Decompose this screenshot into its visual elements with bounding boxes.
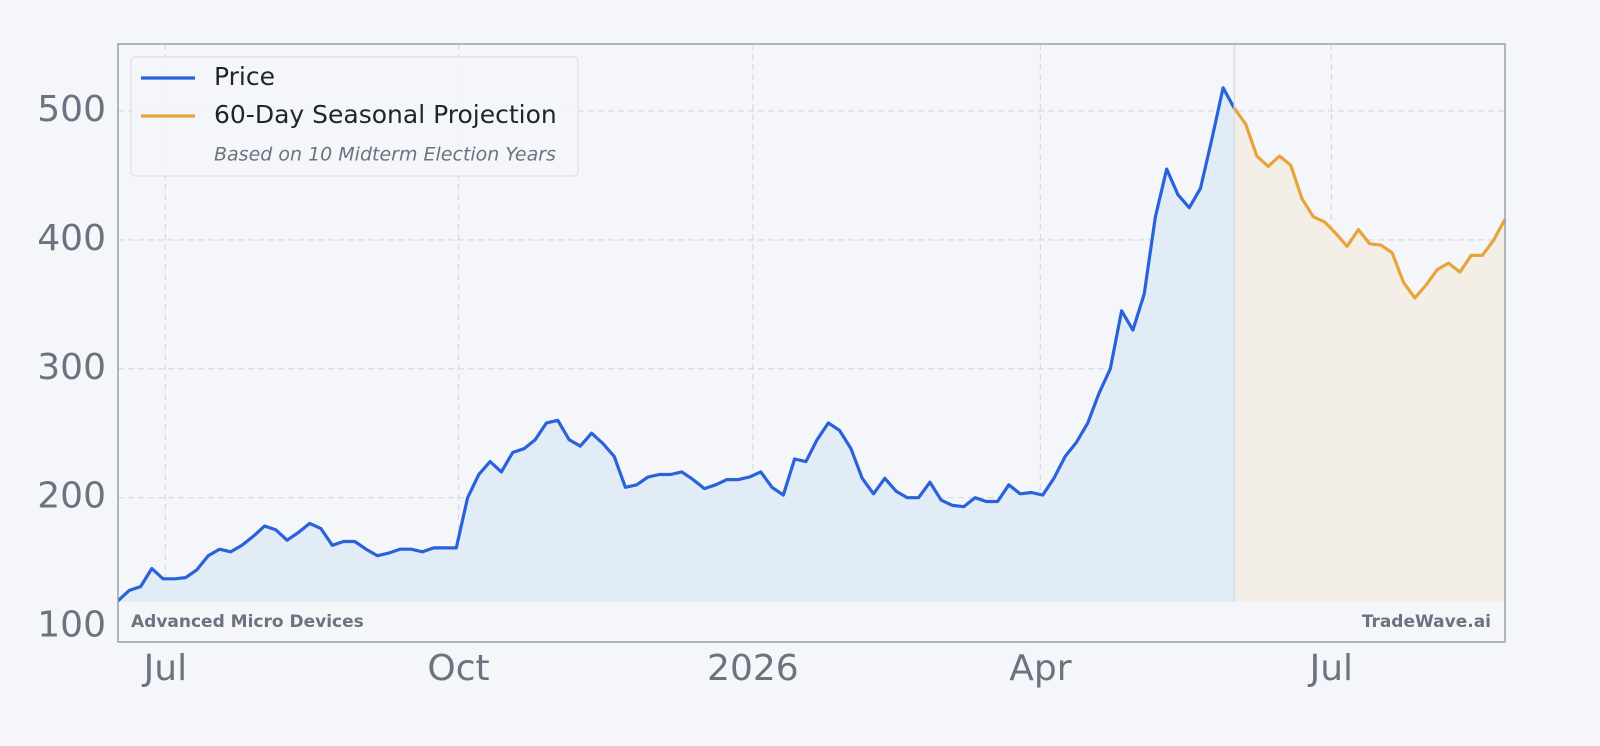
line — [1233, 107, 1507, 300]
footer-right: TradeWave.ai — [1362, 612, 1491, 632]
footer-band — [118, 602, 1505, 642]
y-tick-label: 300 — [37, 347, 106, 388]
x-tick-label: Jul — [142, 648, 187, 689]
x-tick-label: 2026 — [707, 648, 799, 689]
y-tick-label: 500 — [37, 89, 106, 130]
x-tick-label: Oct — [427, 648, 489, 689]
y-tick-label: 400 — [37, 218, 106, 259]
y-tick-label: 200 — [37, 476, 106, 517]
area — [1234, 108, 1505, 603]
legend-label: Price — [214, 62, 275, 91]
area — [118, 87, 1235, 603]
plot-area — [116, 44, 1507, 642]
legend-label: 60-Day Seasonal Projection — [214, 100, 557, 129]
y-tick-label: 100 — [37, 605, 106, 646]
line — [116, 86, 1236, 602]
x-tick-label: Apr — [1009, 648, 1071, 689]
x-tick-label: Jul — [1308, 648, 1353, 689]
legend: Based on 10 Midterm Election Years Price… — [130, 56, 579, 177]
footer-left: Advanced Micro Devices — [131, 612, 364, 632]
plot-frame — [117, 43, 1506, 643]
legend-box — [130, 56, 579, 177]
legend-note: Based on 10 Midterm Election Years — [214, 144, 556, 166]
